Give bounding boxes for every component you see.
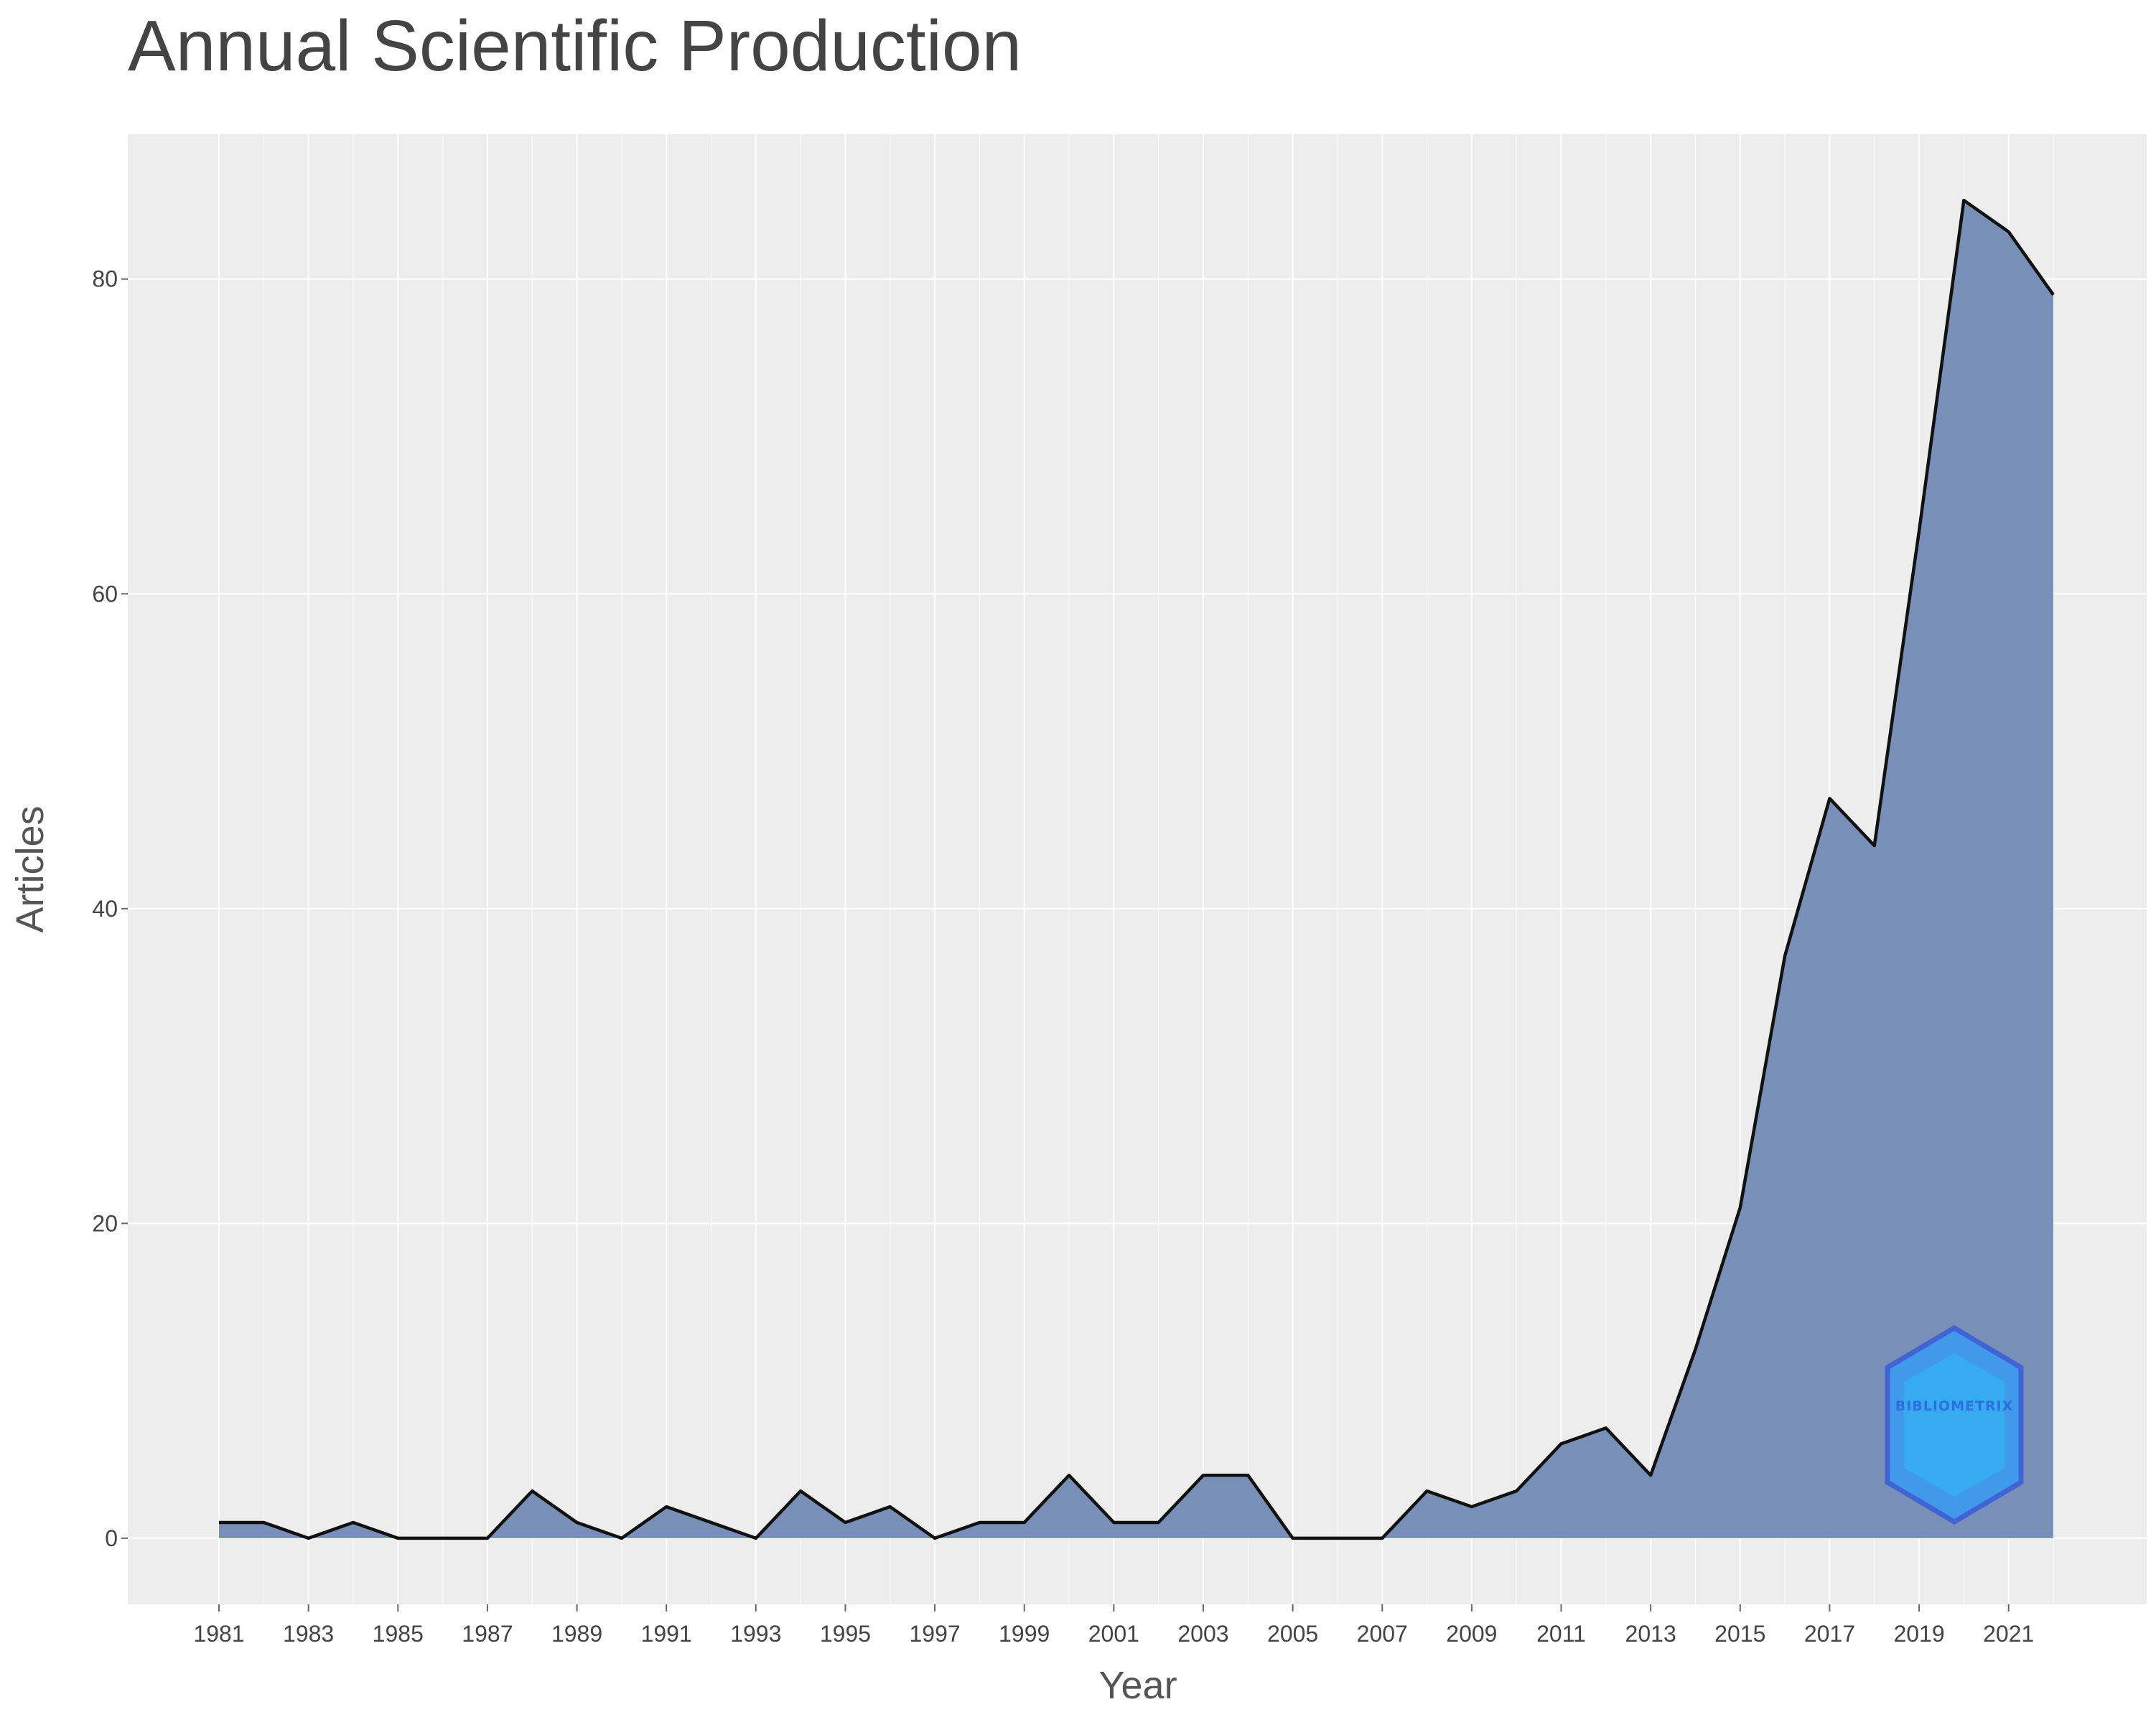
x-tick-label: 2021 [1983,1621,2034,1647]
x-tick-label: 1989 [551,1621,602,1647]
x-tick-label: 2009 [1446,1621,1497,1647]
x-tick-label: 2017 [1804,1621,1855,1647]
y-tick-label: 20 [92,1210,118,1236]
chart-title: Annual Scientific Production [128,6,1022,86]
y-tick-label: 60 [92,581,118,607]
logo-text: BIBLIOMETRIX [1895,1398,2014,1414]
bibliometrix-logo: BIBLIOMETRIX [1885,1324,2024,1525]
x-tick-label: 1997 [909,1621,960,1647]
y-tick-label: 0 [105,1525,118,1551]
series-line [219,198,2055,1540]
data-area [219,198,2055,1540]
x-tick-label: 1995 [820,1621,871,1647]
y-axis-title: Articles [9,805,52,932]
x-tick-label: 1999 [999,1621,1050,1647]
x-tick-label: 2003 [1177,1621,1228,1647]
x-tick-label: 1985 [373,1621,424,1647]
y-tick-label: 40 [92,896,118,922]
x-tick-label: 2005 [1267,1621,1318,1647]
x-tick-label: 1993 [730,1621,781,1647]
x-tick-label: 1981 [193,1621,244,1647]
x-tick-label: 1987 [462,1621,513,1647]
logo-inner-hexagon [1904,1353,2005,1497]
x-tick-label: 2015 [1714,1621,1765,1647]
x-tick-label: 1983 [283,1621,334,1647]
x-tick-label: 2011 [1536,1621,1586,1647]
x-tick-label: 1991 [641,1621,692,1647]
x-tick-label: 2001 [1088,1621,1139,1647]
y-tick-label: 80 [92,266,118,292]
x-tick-label: 2013 [1625,1621,1676,1647]
x-axis-ticks: 1981 1983 1985 1987 1989 1991 1993 1995 1997 1999… [193,1604,2034,1647]
x-tick-label: 2019 [1893,1621,1944,1647]
x-axis-title: Year [1098,1664,1177,1707]
y-axis-ticks: 0 20 40 60 80 [92,266,128,1551]
x-tick-label: 2007 [1357,1621,1408,1647]
area-fill [219,200,2053,1538]
